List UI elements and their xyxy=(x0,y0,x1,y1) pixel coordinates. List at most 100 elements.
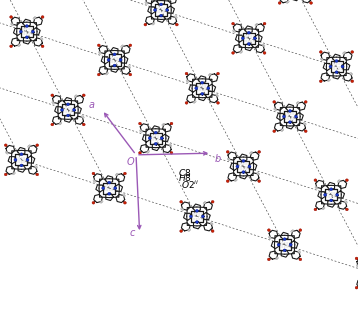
Circle shape xyxy=(175,17,177,19)
Circle shape xyxy=(102,187,105,189)
Circle shape xyxy=(100,201,102,203)
Circle shape xyxy=(116,173,118,175)
Circle shape xyxy=(146,2,148,4)
Circle shape xyxy=(113,53,116,56)
Circle shape xyxy=(41,16,44,18)
Circle shape xyxy=(304,123,306,125)
Circle shape xyxy=(251,152,253,154)
Circle shape xyxy=(236,165,239,168)
Circle shape xyxy=(263,52,266,54)
Circle shape xyxy=(201,81,204,84)
Circle shape xyxy=(124,201,126,204)
Text: a: a xyxy=(89,100,95,110)
Circle shape xyxy=(82,94,85,97)
Circle shape xyxy=(59,123,61,125)
Circle shape xyxy=(81,116,83,118)
Circle shape xyxy=(94,180,96,182)
Circle shape xyxy=(335,60,338,62)
Circle shape xyxy=(160,137,163,140)
Circle shape xyxy=(262,44,264,46)
Circle shape xyxy=(19,44,21,46)
Circle shape xyxy=(328,79,330,81)
Circle shape xyxy=(67,103,69,106)
Circle shape xyxy=(153,22,155,24)
Circle shape xyxy=(210,222,212,224)
Circle shape xyxy=(216,95,218,97)
Circle shape xyxy=(310,2,313,4)
Circle shape xyxy=(274,108,276,110)
Circle shape xyxy=(267,258,270,261)
Circle shape xyxy=(61,109,63,111)
Circle shape xyxy=(160,3,163,6)
Circle shape xyxy=(242,160,245,162)
Circle shape xyxy=(13,172,15,174)
Circle shape xyxy=(162,124,164,126)
Circle shape xyxy=(11,24,14,26)
Circle shape xyxy=(189,215,192,218)
Circle shape xyxy=(11,23,13,25)
Circle shape xyxy=(119,59,122,61)
Circle shape xyxy=(195,209,198,212)
Circle shape xyxy=(337,180,339,182)
Circle shape xyxy=(106,72,108,74)
Circle shape xyxy=(35,166,38,168)
Circle shape xyxy=(181,208,183,210)
Circle shape xyxy=(345,201,347,203)
Circle shape xyxy=(234,179,236,181)
Circle shape xyxy=(194,101,196,103)
Circle shape xyxy=(170,145,172,147)
Circle shape xyxy=(148,137,151,140)
Circle shape xyxy=(289,110,291,112)
Circle shape xyxy=(108,192,111,195)
Circle shape xyxy=(12,173,14,175)
Circle shape xyxy=(145,1,147,3)
Circle shape xyxy=(203,202,205,204)
Circle shape xyxy=(5,151,8,153)
Circle shape xyxy=(324,193,326,196)
Circle shape xyxy=(180,200,183,203)
Circle shape xyxy=(166,9,169,11)
Circle shape xyxy=(108,181,111,184)
Circle shape xyxy=(129,73,132,76)
Circle shape xyxy=(351,51,354,53)
Circle shape xyxy=(329,65,332,68)
Circle shape xyxy=(207,87,210,90)
Circle shape xyxy=(140,131,142,133)
Circle shape xyxy=(36,144,39,147)
Circle shape xyxy=(73,109,76,111)
Circle shape xyxy=(297,102,299,104)
Circle shape xyxy=(355,286,358,289)
Circle shape xyxy=(93,179,95,181)
Circle shape xyxy=(295,115,297,118)
Circle shape xyxy=(314,208,317,211)
Circle shape xyxy=(291,230,293,232)
Circle shape xyxy=(92,172,95,175)
Circle shape xyxy=(273,101,276,103)
Circle shape xyxy=(32,30,34,33)
Circle shape xyxy=(257,172,259,174)
Circle shape xyxy=(351,80,354,83)
Text: c: c xyxy=(129,228,135,238)
Circle shape xyxy=(257,173,260,175)
Circle shape xyxy=(268,236,271,238)
Circle shape xyxy=(185,102,188,104)
Circle shape xyxy=(315,186,317,188)
Circle shape xyxy=(232,52,234,54)
Text: $H8$: $H8$ xyxy=(178,171,192,183)
Circle shape xyxy=(355,257,358,260)
Circle shape xyxy=(29,145,31,147)
Circle shape xyxy=(82,123,85,126)
Circle shape xyxy=(193,101,195,103)
Circle shape xyxy=(356,264,358,266)
Circle shape xyxy=(174,16,176,18)
Circle shape xyxy=(186,80,188,82)
Circle shape xyxy=(98,51,101,53)
Circle shape xyxy=(299,258,302,261)
Circle shape xyxy=(195,87,198,90)
Circle shape xyxy=(26,159,29,161)
Circle shape xyxy=(129,44,132,47)
Circle shape xyxy=(163,123,165,125)
Circle shape xyxy=(263,45,265,47)
Circle shape xyxy=(232,22,234,25)
Circle shape xyxy=(41,38,43,40)
